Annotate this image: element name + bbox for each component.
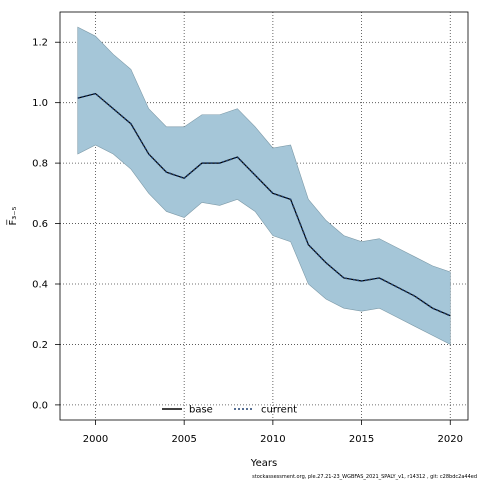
y-axis-label: F̅₃₋₅	[6, 206, 19, 225]
legend-label-base: base	[189, 405, 213, 416]
y-tick-label: 1.0	[32, 98, 48, 109]
y-tick-label: 0.6	[32, 219, 48, 230]
x-tick-label: 2020	[438, 434, 463, 445]
confidence-band	[77, 26, 451, 345]
legend: base current	[162, 405, 297, 416]
x-tick-label: 2015	[349, 434, 374, 445]
x-axis-label: Years	[250, 458, 277, 469]
y-axis-ticks: 0.0 0.2 0.4 0.6 0.8 1.0 1.2	[32, 38, 60, 411]
y-tick-label: 0.2	[32, 340, 48, 351]
confidence-band-area	[77, 26, 451, 345]
plot-frame	[59, 11, 469, 421]
y-tick-label: 0.8	[32, 159, 48, 170]
legend-label-current: current	[261, 405, 297, 416]
series-line-current	[77, 92, 451, 317]
y-tick-label: 0.0	[32, 400, 48, 411]
x-axis-ticks: 2000 2005 2010 2015 2020	[83, 420, 463, 445]
x-tick-label: 2000	[83, 434, 108, 445]
y-tick-label: 0.4	[32, 280, 48, 291]
x-tick-label: 2005	[171, 434, 196, 445]
y-tick-label: 1.2	[32, 38, 48, 49]
x-tick-label: 2010	[260, 434, 285, 445]
footnote: stockassessment.org, ple.27.21-23_WGBFAS…	[252, 474, 477, 480]
series-lines	[77, 92, 451, 317]
